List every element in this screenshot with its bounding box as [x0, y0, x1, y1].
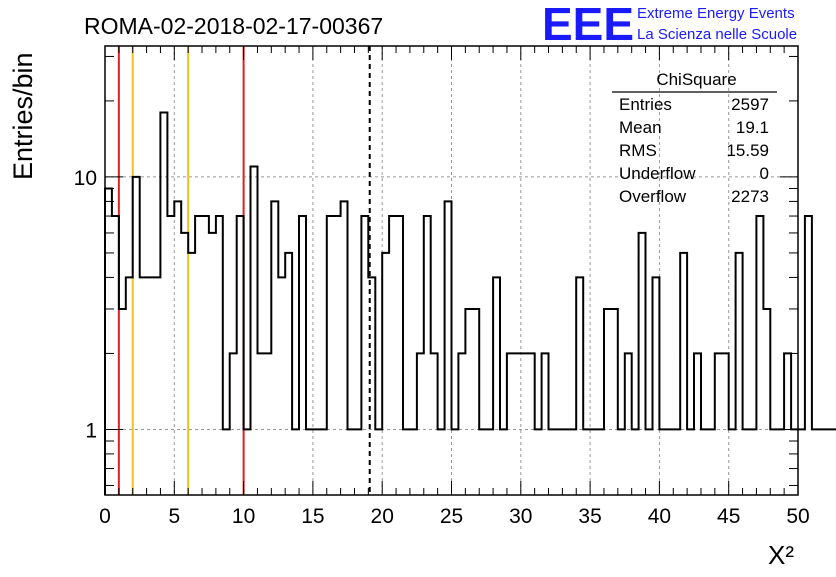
stats-label: Mean — [619, 118, 662, 137]
stats-label: Underflow — [619, 164, 696, 183]
stats-label: Entries — [619, 95, 672, 114]
x-tick-label: 20 — [371, 505, 394, 528]
y-tick-label: 1 — [85, 419, 97, 442]
stats-title: ChiSquare — [656, 70, 736, 89]
stats-value: 0 — [760, 164, 769, 183]
x-tick-label: 50 — [786, 505, 809, 528]
stats-value: 2273 — [731, 187, 769, 206]
x-tick-label: 25 — [440, 505, 463, 528]
x-tick-label: 45 — [717, 505, 740, 528]
chart-title: ROMA-02-2018-02-17-00367 — [84, 13, 383, 39]
x-tick-label: 40 — [648, 505, 671, 528]
y-axis-label: Entries/bin — [8, 52, 38, 180]
stats-label: Overflow — [619, 187, 687, 206]
x-tick-label: 35 — [578, 505, 601, 528]
x-tick-label: 10 — [232, 505, 255, 528]
histogram-series — [104, 111, 836, 495]
x-tick-label: 15 — [301, 505, 324, 528]
x-axis-label: X² — [768, 540, 794, 570]
stats-value: 15.59 — [726, 141, 769, 160]
y-tick-label: 10 — [74, 167, 97, 190]
plot-frame — [104, 45, 799, 496]
stats-box: ChiSquare Entries 2597 Mean 19.1 RMS 15.59 Unde… — [612, 70, 777, 206]
stats-value: 19.1 — [736, 118, 769, 137]
logo-line2: La Scienza nelle Scuole — [637, 26, 797, 43]
logo-line1: Extreme Energy Events — [637, 5, 795, 22]
axis-ticks: 0 5 10 15 20 25 30 35 40 45 50 1 10 — [74, 46, 810, 528]
stats-value: 2597 — [731, 95, 769, 114]
x-tick-label: 30 — [509, 505, 532, 528]
stats-label: RMS — [619, 141, 657, 160]
x-tick-label: 5 — [168, 505, 180, 528]
eee-logo: EEE Extreme Energy Events La Scienza nel… — [542, 0, 797, 50]
logo-mark: EEE — [542, 0, 634, 50]
x-tick-label: 0 — [99, 505, 111, 528]
